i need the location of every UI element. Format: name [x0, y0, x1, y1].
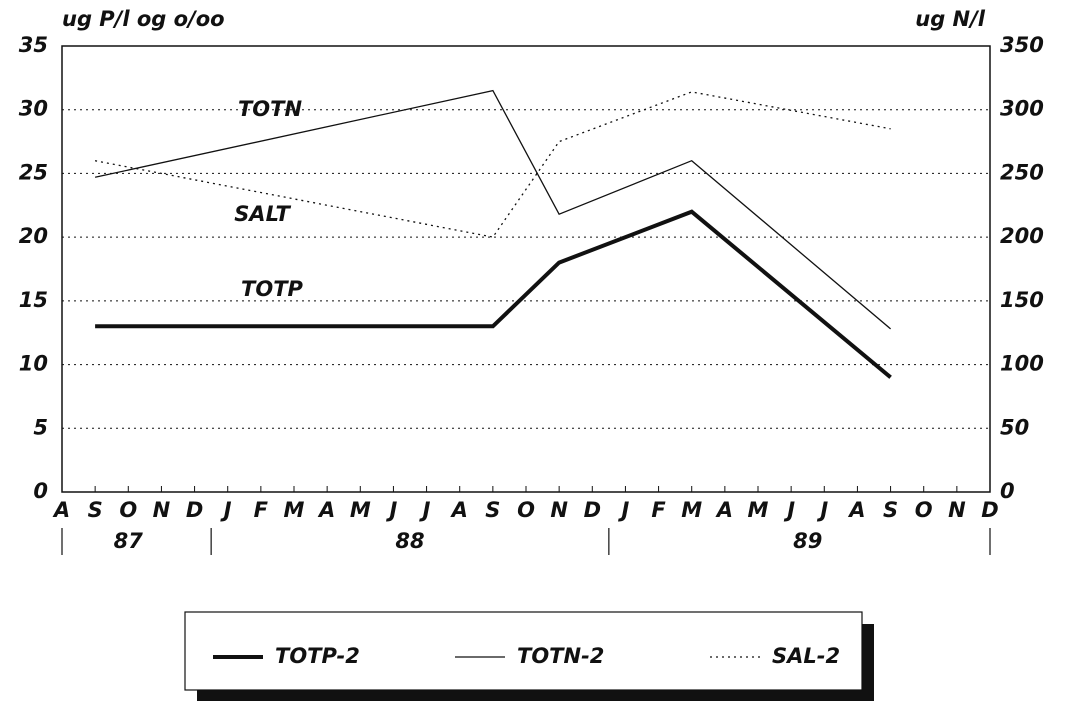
x-tick-label: N — [550, 498, 568, 522]
x-tick-label: O — [915, 498, 933, 522]
plot-frame — [61, 45, 991, 493]
y2-tick-label: 300 — [1000, 97, 1044, 121]
y-tick-label: 5 — [33, 415, 48, 439]
x-tick-label: A — [847, 498, 865, 522]
x-tick-label: F — [254, 498, 269, 522]
x-tick-label: S — [88, 498, 103, 522]
x-tick-label: A — [317, 498, 335, 522]
y-tick-label: 20 — [19, 224, 48, 248]
x-tick-label: M — [748, 498, 769, 522]
legend-box — [184, 611, 863, 691]
x-tick-label: J — [419, 498, 431, 522]
year-label: 87 — [114, 529, 144, 553]
y2-tick-label: 150 — [1000, 288, 1044, 312]
annotation: TOTN — [238, 97, 303, 121]
x-tick-label: D — [186, 498, 203, 522]
y2-tick-label: 50 — [1000, 415, 1029, 439]
x-tick-label: F — [651, 498, 666, 522]
x-tick-label: A — [715, 498, 733, 522]
y-tick-label: 30 — [19, 97, 48, 121]
series-line — [95, 209, 892, 379]
x-tick-label: O — [119, 498, 137, 522]
y-tick-label: 25 — [19, 160, 48, 184]
legend-label: TOTN-2 — [517, 644, 604, 668]
y-tick-label: 15 — [19, 288, 48, 312]
annotation: SALT — [234, 202, 291, 226]
year-label: 88 — [395, 529, 424, 553]
x-tick-label: M — [350, 498, 371, 522]
y-axis-title: ug P/l og o/oo — [62, 7, 225, 31]
series-line — [94, 91, 891, 238]
y2-axis-title: ug N/l — [915, 7, 986, 31]
x-tick-label: O — [517, 498, 535, 522]
x-tick-label: D — [584, 498, 601, 522]
x-tick-label: J — [783, 498, 795, 522]
y-tick-label: 10 — [19, 352, 48, 376]
x-tick-label: A — [52, 498, 70, 522]
y-tick-label: 35 — [19, 33, 48, 57]
y2-tick-label: 0 — [1000, 479, 1015, 503]
x-tick-label: S — [485, 498, 500, 522]
x-tick-label: J — [618, 498, 630, 522]
y2-tick-label: 100 — [1000, 352, 1044, 376]
y2-tick-label: 250 — [1000, 160, 1044, 184]
year-label: 89 — [793, 529, 822, 553]
series-line — [94, 89, 892, 330]
y-tick-label: 0 — [33, 479, 48, 503]
x-tick-label: A — [450, 498, 468, 522]
x-tick-label: N — [153, 498, 171, 522]
legend-label: SAL-2 — [772, 644, 840, 668]
x-tick-label: J — [816, 498, 828, 522]
x-tick-label: S — [883, 498, 898, 522]
x-tick-label: J — [220, 498, 232, 522]
x-tick-label: D — [981, 498, 998, 522]
y2-tick-label: 200 — [1000, 224, 1044, 248]
x-tick-label: J — [386, 498, 398, 522]
x-tick-label: M — [284, 498, 305, 522]
x-tick-label: N — [948, 498, 966, 522]
annotation: TOTP — [241, 277, 304, 301]
y2-tick-label: 350 — [1000, 33, 1044, 57]
legend-label: TOTP-2 — [275, 644, 360, 668]
x-tick-label: M — [681, 498, 702, 522]
